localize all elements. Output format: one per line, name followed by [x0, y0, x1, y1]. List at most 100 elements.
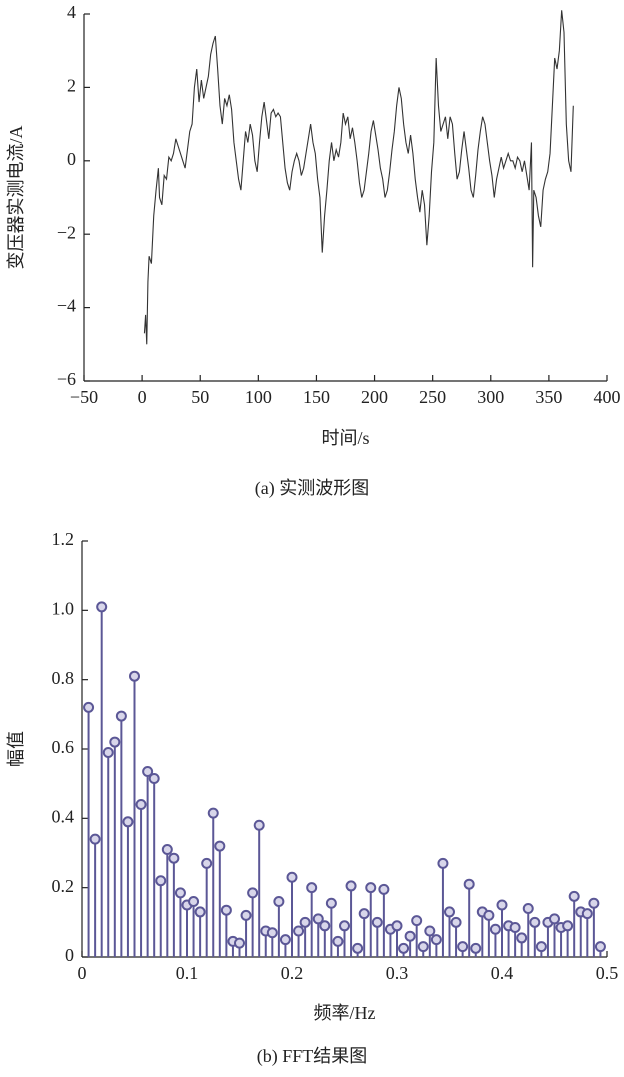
- x-axis-label: 频率/Hz: [314, 1003, 376, 1023]
- x-tick-label: 0.2: [281, 963, 304, 983]
- waveform: [143, 10, 574, 345]
- stem-marker: [168, 852, 180, 864]
- stem-marker: [109, 736, 121, 748]
- stem-marker: [148, 772, 160, 784]
- x-tick-label: 400: [594, 387, 621, 407]
- stem-marker: [509, 922, 521, 934]
- stem-marker: [365, 882, 377, 894]
- stem-marker: [378, 883, 390, 895]
- stem-marker: [496, 899, 508, 911]
- x-axis-label: 时间/s: [321, 428, 369, 448]
- y-tick-label: 0.4: [52, 806, 75, 826]
- y-axis-label: 变压器实测电流/A: [6, 125, 26, 269]
- stem-marker: [174, 887, 186, 899]
- stem-marker: [516, 932, 528, 944]
- stem-marker: [332, 935, 344, 947]
- stem-marker: [115, 710, 127, 722]
- y-tick-label: −4: [57, 296, 76, 316]
- stem-marker: [522, 902, 534, 914]
- stem-marker: [299, 916, 311, 928]
- stem-marker: [220, 904, 232, 916]
- stem-marker: [129, 670, 140, 682]
- y-tick-label: −2: [57, 222, 76, 242]
- stem-marker: [437, 857, 449, 869]
- y-tick-label: 0: [67, 149, 76, 169]
- stem-marker: [201, 857, 213, 869]
- y-tick-label: 1.0: [52, 598, 75, 618]
- stem-marker: [450, 916, 462, 928]
- stem-marker: [483, 909, 495, 921]
- stem-marker: [562, 920, 574, 932]
- stem-marker: [194, 906, 206, 918]
- stem-marker: [142, 766, 154, 778]
- stem-marker: [529, 916, 541, 928]
- y-tick-label: 0.2: [52, 876, 75, 896]
- stem-marker: [319, 920, 331, 932]
- stem-marker: [96, 601, 108, 613]
- stem-marker: [214, 840, 226, 852]
- x-tick-label: 300: [477, 387, 504, 407]
- x-tick-label: 0.5: [596, 963, 619, 983]
- stem-marker: [463, 878, 475, 890]
- stem-marker: [83, 701, 95, 713]
- stem-marker: [306, 882, 318, 894]
- y-axis-label: 幅值: [6, 731, 26, 767]
- stem-marker: [135, 798, 147, 810]
- stem-marker: [325, 897, 337, 909]
- stem-marker: [470, 942, 482, 954]
- x-tick-label: 0.1: [176, 963, 199, 983]
- y-tick-label: 0.8: [52, 668, 75, 688]
- x-tick-label: 0: [138, 387, 147, 407]
- stem-marker: [444, 906, 455, 918]
- stem-marker: [391, 920, 403, 932]
- y-tick-label: 0.6: [52, 737, 75, 757]
- x-tick-label: 0.4: [491, 963, 514, 983]
- x-tick-label: −50: [70, 387, 98, 407]
- y-tick-label: 0: [65, 945, 74, 965]
- x-tick-label: 0.3: [386, 963, 409, 983]
- y-tick-label: −6: [57, 369, 76, 389]
- stem-marker: [122, 816, 134, 828]
- y-tick-label: 4: [67, 2, 76, 22]
- stem-marker: [266, 927, 278, 939]
- stem-marker: [424, 925, 436, 937]
- stem-marker: [234, 937, 245, 949]
- stem-marker: [398, 942, 410, 954]
- y-tick-label: 1.2: [52, 529, 75, 549]
- x-tick-label: 250: [419, 387, 446, 407]
- stem-marker: [273, 896, 285, 908]
- stem-marker: [89, 833, 101, 845]
- stem-marker: [535, 941, 547, 953]
- stem-marker: [588, 897, 600, 909]
- x-tick-label: 150: [303, 387, 330, 407]
- caption: (a) 实测波形图: [255, 478, 369, 499]
- stem-marker: [279, 934, 291, 946]
- stem-marker: [568, 890, 580, 902]
- x-tick-label: 100: [245, 387, 272, 407]
- stem-marker: [358, 908, 370, 920]
- stem-marker: [339, 920, 350, 932]
- stem-marker: [430, 934, 442, 946]
- stem-marker: [286, 871, 298, 883]
- stem-marker: [247, 887, 259, 899]
- stem-marker: [345, 880, 357, 892]
- y-tick-label: 2: [67, 76, 76, 96]
- stem-marker: [188, 896, 200, 908]
- stem-marker: [161, 844, 173, 856]
- stem-marker: [253, 819, 265, 831]
- x-tick-label: 50: [191, 387, 209, 407]
- x-tick-label: 200: [361, 387, 388, 407]
- stem-marker: [293, 925, 305, 937]
- stem-marker: [352, 942, 364, 954]
- stem-marker: [207, 807, 219, 819]
- stem-marker: [404, 930, 416, 942]
- stem-marker: [417, 941, 429, 953]
- stem-marker: [155, 875, 167, 887]
- stem-marker: [581, 908, 593, 920]
- stem-marker: [411, 915, 423, 927]
- stem-marker: [312, 913, 324, 925]
- x-tick-label: 350: [535, 387, 562, 407]
- caption: (b) FFT结果图: [257, 1046, 368, 1067]
- x-tick-label: 0: [78, 963, 87, 983]
